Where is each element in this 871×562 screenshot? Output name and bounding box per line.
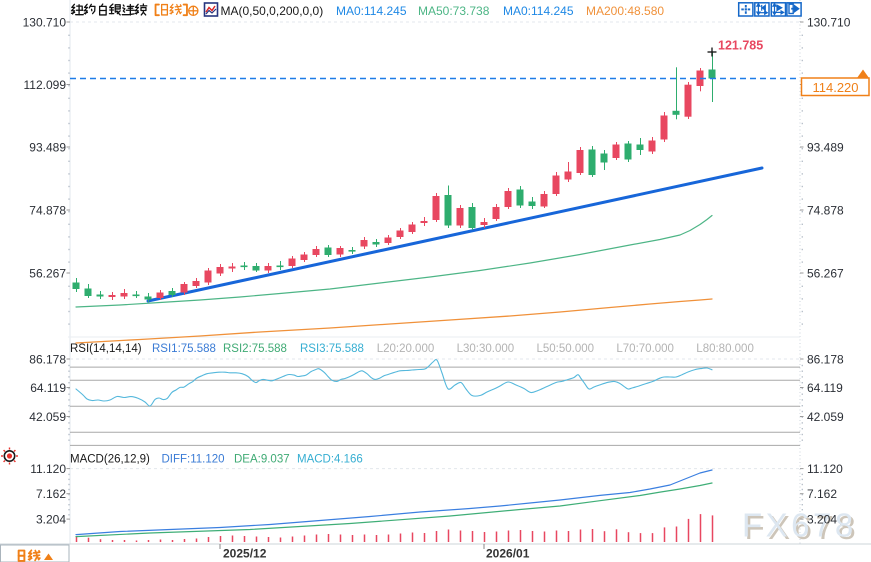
svg-text:L80:80.000: L80:80.000 — [696, 343, 754, 355]
svg-text:FX678: FX678 — [745, 509, 860, 546]
svg-text:121.785: 121.785 — [718, 39, 763, 53]
svg-text:MACD(26,12,9): MACD(26,12,9) — [70, 453, 150, 465]
svg-text:114.220: 114.220 — [812, 80, 858, 95]
svg-text:MA0:114.245: MA0:114.245 — [503, 4, 574, 18]
svg-text:56.267: 56.267 — [29, 266, 66, 280]
svg-text:64.119: 64.119 — [30, 381, 66, 395]
svg-text:11.120: 11.120 — [30, 462, 66, 476]
svg-text:74.878: 74.878 — [29, 203, 66, 217]
svg-text:RSI2:75.588: RSI2:75.588 — [223, 343, 287, 355]
svg-text:3.204: 3.204 — [36, 512, 66, 526]
svg-text:130.710: 130.710 — [23, 15, 67, 29]
svg-text:2025/12: 2025/12 — [223, 547, 267, 561]
svg-text:56.267: 56.267 — [807, 266, 844, 280]
svg-text:RSI(14,14,14): RSI(14,14,14) — [70, 343, 142, 355]
svg-text:3.204: 3.204 — [807, 512, 837, 526]
svg-text:MA50:73.738: MA50:73.738 — [418, 4, 490, 18]
svg-text:DEA:9.037: DEA:9.037 — [234, 453, 290, 465]
svg-text:42.059: 42.059 — [807, 410, 844, 424]
svg-text:74.878: 74.878 — [807, 203, 844, 217]
svg-text:L50:50.000: L50:50.000 — [537, 343, 595, 355]
svg-text:93.489: 93.489 — [29, 140, 66, 154]
svg-text:L20:20.000: L20:20.000 — [377, 343, 435, 355]
svg-text:112.099: 112.099 — [24, 78, 67, 92]
svg-text:93.489: 93.489 — [807, 140, 844, 154]
svg-text:MACD:4.166: MACD:4.166 — [297, 453, 363, 465]
svg-text:42.059: 42.059 — [29, 410, 66, 424]
svg-text:11.120: 11.120 — [807, 462, 843, 476]
svg-text:7.162: 7.162 — [36, 487, 66, 501]
svg-text:L70:70.000: L70:70.000 — [616, 343, 674, 355]
svg-text:86.178: 86.178 — [807, 352, 844, 366]
svg-text:MA0:114.245: MA0:114.245 — [336, 4, 407, 18]
svg-text:2026/01: 2026/01 — [486, 547, 530, 561]
svg-text:L30:30.000: L30:30.000 — [457, 343, 515, 355]
svg-text:RSI1:75.588: RSI1:75.588 — [152, 343, 216, 355]
svg-text:130.710: 130.710 — [807, 15, 851, 29]
svg-text:64.119: 64.119 — [807, 381, 843, 395]
svg-text:MA200:48.580: MA200:48.580 — [586, 4, 664, 18]
svg-text:7.162: 7.162 — [807, 487, 837, 501]
svg-text:DIFF:11.120: DIFF:11.120 — [162, 453, 225, 465]
svg-text:86.178: 86.178 — [29, 352, 66, 366]
svg-text:MA(0,50,0,200,0,0): MA(0,50,0,200,0,0) — [221, 4, 324, 18]
svg-text:RSI3:75.588: RSI3:75.588 — [300, 343, 364, 355]
svg-text:FX678: FX678 — [742, 507, 857, 544]
